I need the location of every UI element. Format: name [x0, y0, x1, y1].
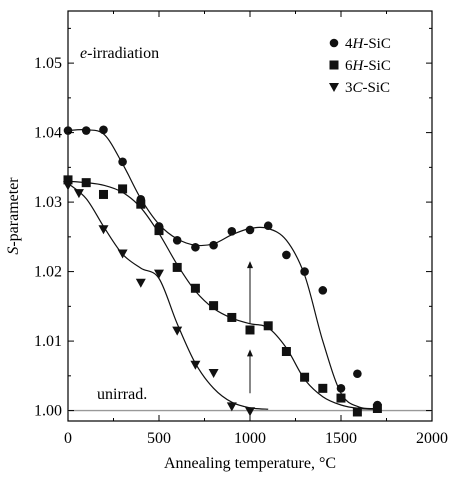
legend-item-6h-sic: 6H-SiC: [329, 58, 391, 74]
annotation-unirradiated: unirrad.: [97, 386, 147, 403]
data-point-6h-sic: [227, 312, 237, 322]
x-axis-title: Annealing temperature, °C: [164, 455, 336, 472]
legend-marker-6h-sic: [329, 60, 339, 70]
legend-item-3c-sic: 3C-SiC: [329, 80, 390, 96]
legend: 4H-SiC 6H-SiC 3C-SiC: [329, 36, 391, 96]
data-point-6h-sic: [63, 175, 73, 185]
data-point-4h-sic: [245, 225, 255, 235]
y-tick-label: 1.05: [34, 55, 62, 72]
data-point-4h-sic: [300, 267, 309, 276]
data-point-4h-sic: [209, 240, 218, 250]
x-tick-label: 2000: [416, 430, 448, 447]
data-point-4h-sic: [227, 226, 237, 236]
y-axis-title-rest: -parameter: [5, 177, 22, 247]
legend-label-6h-prefix: 6: [345, 58, 353, 74]
legend-label-3c-italic: C: [353, 80, 364, 96]
data-point-4h-sic: [353, 369, 362, 379]
data-point-6h-sic: [372, 403, 382, 413]
x-tick-label: 1000: [234, 430, 266, 447]
data-point-3c-sic: [245, 407, 255, 417]
data-point-6h-sic: [263, 321, 273, 331]
arrow-layer: [247, 261, 253, 394]
annotation-e-irradiation: e-irradiation: [80, 45, 159, 62]
data-point-3c-sic: [98, 225, 109, 235]
legend-item-4h-sic: 4H-SiC: [329, 36, 391, 52]
y-tick-label: 1.00: [34, 403, 62, 420]
data-point-4h-sic: [336, 384, 346, 393]
fit-curve-6h-sic: [67, 180, 378, 410]
legend-marker-4h-sic: [329, 38, 339, 48]
legend-label-6h-italic: H: [352, 58, 365, 74]
legend-label-4h-suffix: -SiC: [363, 36, 391, 52]
legend-label-3c-suffix: -SiC: [363, 80, 391, 96]
legend-label-4h-prefix: 4: [345, 36, 353, 52]
annotation-e-italic: e: [80, 45, 87, 62]
data-point-3c-sic: [172, 326, 183, 336]
data-point-4h-sic: [63, 126, 73, 135]
y-tick-label: 1.02: [34, 264, 62, 281]
data-point-4h-sic: [263, 221, 273, 231]
data-point-4h-sic: [81, 126, 91, 135]
data-point-3c-sic: [208, 369, 219, 379]
data-point-3c-sic: [73, 189, 84, 199]
data-point-4h-sic: [118, 157, 127, 167]
data-point-6h-sic: [98, 189, 108, 199]
axis-tick-layer: 0 500 1000 1500 2000 1.00 1.01 1.02 1.03 1.04 1.05: [34, 11, 448, 447]
data-point-6h-sic: [118, 184, 128, 194]
legend-label-4h-italic: H: [352, 36, 365, 52]
data-point-6h-sic: [281, 347, 291, 357]
data-point-3c-sic: [63, 181, 73, 191]
data-point-4h-sic: [282, 250, 291, 260]
annotation-e-rest: -irradiation: [87, 45, 159, 62]
x-tick-label: 0: [64, 430, 72, 447]
legend-label-3c-sic: 3C-SiC: [345, 80, 390, 96]
data-point-3c-sic: [154, 269, 164, 279]
data-point-6h-sic: [81, 178, 91, 188]
legend-label-6h-suffix: -SiC: [363, 58, 391, 74]
fit-curve-3c-sic: [67, 182, 269, 410]
data-point-6h-sic: [209, 301, 219, 311]
y-axis-title-italic: S: [5, 247, 22, 255]
legend-marker-3c-sic: [329, 83, 339, 92]
data-point-3c-sic: [135, 278, 146, 288]
data-point-6h-sic: [136, 199, 146, 209]
data-point-4h-sic: [172, 236, 182, 245]
fit-curve-layer: [67, 129, 378, 410]
y-tick-label: 1.04: [34, 125, 62, 142]
data-point-6h-sic: [318, 383, 328, 393]
data-point-6h-sic: [300, 372, 310, 382]
y-axis-title: S-parameter: [5, 177, 22, 255]
data-point-6h-sic: [352, 407, 362, 417]
y-tick-label: 1.03: [34, 194, 62, 211]
data-point-6h-sic: [172, 262, 182, 272]
data-point-6h-sic: [190, 283, 200, 293]
data-point-3c-sic: [190, 360, 201, 370]
arrow-head: [247, 349, 253, 357]
data-point-6h-sic: [245, 325, 255, 335]
data-point-4h-sic: [99, 125, 108, 135]
data-point-6h-sic: [154, 226, 164, 236]
data-marker-layer: [63, 125, 382, 417]
data-point-4h-sic: [191, 242, 200, 252]
data-point-6h-sic: [336, 393, 346, 403]
x-tick-label: 500: [147, 430, 171, 447]
legend-label-3c-prefix: 3: [345, 80, 353, 96]
legend-label-6h-sic: 6H-SiC: [345, 58, 391, 74]
fit-curve-4h-sic: [67, 129, 378, 410]
arrow-head: [247, 261, 253, 269]
y-tick-label: 1.01: [34, 333, 62, 350]
data-point-3c-sic: [117, 249, 128, 259]
data-point-4h-sic: [318, 286, 328, 295]
legend-label-4h-sic: 4H-SiC: [345, 36, 391, 52]
x-tick-label: 1500: [325, 430, 357, 447]
data-point-3c-sic: [226, 402, 237, 412]
